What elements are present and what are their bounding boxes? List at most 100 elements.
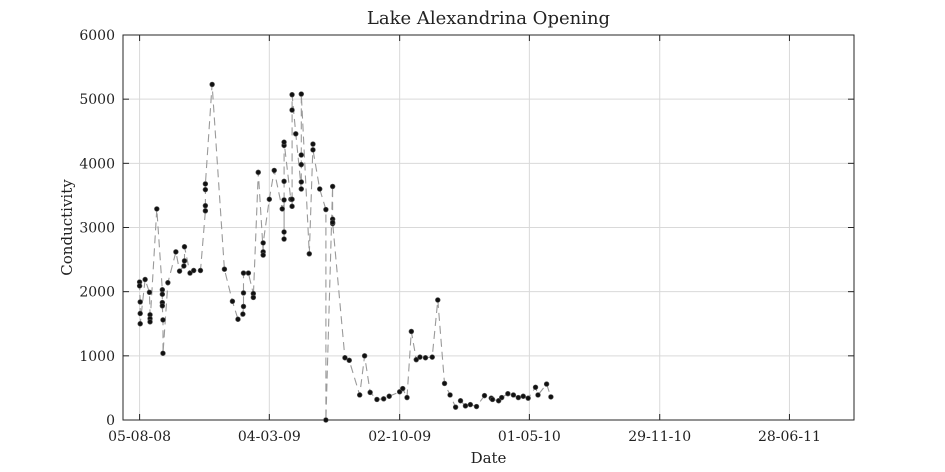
data-point (525, 395, 531, 401)
data-point (317, 186, 323, 192)
data-point (245, 270, 252, 276)
data-point (160, 317, 166, 323)
data-point (298, 91, 304, 97)
data-point (260, 252, 266, 258)
data-point (510, 392, 517, 398)
data-point (137, 310, 143, 317)
data-point (240, 270, 247, 276)
x-tick-label: 01-05-10 (498, 429, 561, 445)
data-point (467, 401, 474, 408)
data-point (146, 289, 153, 296)
data-point (281, 139, 287, 145)
data-point (515, 394, 522, 401)
data-point (209, 81, 215, 88)
data-point (221, 266, 228, 272)
data-point (137, 299, 143, 305)
data-point (260, 240, 266, 246)
data-point (298, 186, 304, 192)
data-points (136, 81, 554, 423)
data-point (229, 298, 236, 304)
chart-title: Lake Alexandrina Opening (367, 8, 610, 29)
data-point (181, 263, 187, 269)
data-point (323, 206, 329, 213)
data-point (400, 385, 406, 392)
y-axis-title: Conductivity (58, 179, 76, 276)
data-point (310, 141, 316, 147)
data-point (404, 394, 410, 401)
y-tick-label: 1000 (79, 349, 115, 365)
data-point (240, 303, 247, 310)
data-point (408, 328, 415, 335)
data-point (535, 392, 541, 398)
data-point (181, 244, 188, 250)
data-point (473, 403, 480, 410)
data-point (489, 396, 496, 403)
data-point (543, 381, 550, 387)
data-point (281, 197, 287, 203)
data-point (165, 279, 171, 286)
data-point (329, 219, 336, 226)
data-point (447, 392, 453, 398)
tick-layer: 05-08-08 04-03-09 02-10-09 01-05-10 29-11-10… (79, 28, 854, 445)
data-point (380, 396, 387, 402)
data-point (191, 267, 197, 274)
data-point (250, 294, 257, 301)
y-tick-label: 0 (106, 413, 115, 429)
data-point (154, 206, 160, 212)
data-point (441, 380, 448, 387)
data-point (266, 196, 273, 202)
data-point (176, 268, 183, 274)
data-point (271, 167, 277, 174)
data-point (457, 398, 464, 404)
data-point (452, 404, 459, 410)
data-point (202, 208, 209, 214)
x-tick-label: 29-11-10 (628, 429, 691, 445)
data-point (240, 311, 246, 317)
data-point (289, 203, 295, 210)
data-point (532, 384, 539, 390)
data-point (202, 181, 209, 187)
data-point (281, 178, 287, 185)
data-point (279, 206, 285, 212)
y-tick-label: 6000 (79, 28, 115, 44)
data-point (173, 249, 179, 255)
data-point (159, 287, 166, 293)
data-point (356, 392, 363, 398)
data-point (235, 316, 241, 322)
data-point (240, 290, 247, 296)
grid-layer (123, 34, 854, 421)
data-point (306, 251, 312, 257)
x-tick-label: 02-10-09 (368, 429, 431, 445)
x-tick-label: 05-08-08 (108, 429, 171, 445)
data-point (181, 258, 188, 264)
series-line (139, 84, 552, 421)
data-point (346, 357, 352, 364)
x-axis-title: Date (471, 449, 507, 467)
data-point (413, 356, 419, 363)
data-point (505, 390, 511, 397)
data-point (298, 179, 304, 185)
data-point (462, 403, 469, 409)
data-point (159, 303, 166, 309)
data-point (329, 183, 336, 190)
data-point (499, 394, 505, 401)
data-point (137, 321, 143, 327)
data-point (136, 283, 143, 289)
data-point (281, 229, 287, 235)
data-point (481, 392, 488, 399)
data-point (429, 354, 435, 360)
data-point (293, 131, 299, 137)
data-point (289, 107, 295, 113)
data-point (187, 270, 193, 276)
data-point (342, 355, 348, 361)
y-tick-label: 5000 (79, 92, 115, 108)
data-point (289, 91, 295, 98)
x-tick-label: 04-03-09 (238, 429, 301, 445)
data-point (160, 350, 166, 356)
data-point (281, 236, 287, 242)
y-tick-label: 4000 (79, 156, 115, 172)
data-point (255, 169, 261, 176)
data-point (495, 398, 502, 404)
